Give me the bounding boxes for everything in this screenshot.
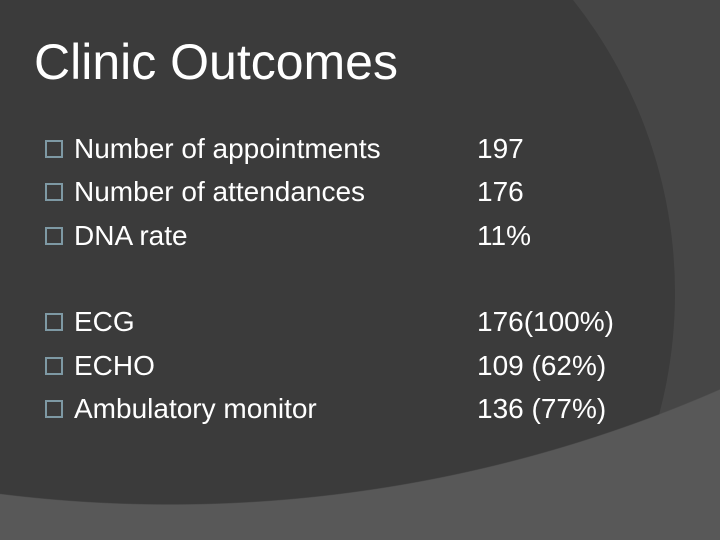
- list-item: Ambulatory monitor 136 (77%): [45, 388, 695, 432]
- hollow-square-bullet-icon: [45, 183, 63, 202]
- item-value: 197: [477, 132, 524, 164]
- item-label: Number of appointments: [74, 132, 381, 164]
- item-value: 109 (62%): [477, 349, 607, 381]
- item-label: ECHO: [74, 349, 155, 381]
- hollow-square-bullet-icon: [45, 139, 63, 158]
- slide-title: Clinic Outcomes: [34, 34, 398, 90]
- bullet-list: Number of appointments 197 Number of att…: [45, 127, 695, 431]
- item-label: DNA rate: [74, 219, 188, 251]
- item-label: Number of attendances: [74, 176, 366, 208]
- list-item: ECG 176(100%): [45, 301, 695, 345]
- item-value: 136 (77%): [477, 393, 607, 425]
- hollow-square-bullet-icon: [45, 313, 63, 332]
- item-label: ECG: [74, 306, 135, 338]
- hollow-square-bullet-icon: [45, 226, 63, 245]
- list-item: ECHO 109 (62%): [45, 344, 695, 388]
- list-item: Number of attendances 176: [45, 171, 695, 215]
- item-label: Ambulatory monitor: [74, 393, 317, 425]
- list-item: DNA rate 11%: [45, 214, 695, 258]
- hollow-square-bullet-icon: [45, 400, 63, 419]
- item-value: 11%: [477, 219, 531, 251]
- item-value: 176(100%): [477, 306, 614, 338]
- group-spacer: [45, 258, 695, 301]
- item-value: 176: [477, 176, 524, 208]
- list-item: Number of appointments 197: [45, 127, 695, 171]
- hollow-square-bullet-icon: [45, 356, 63, 375]
